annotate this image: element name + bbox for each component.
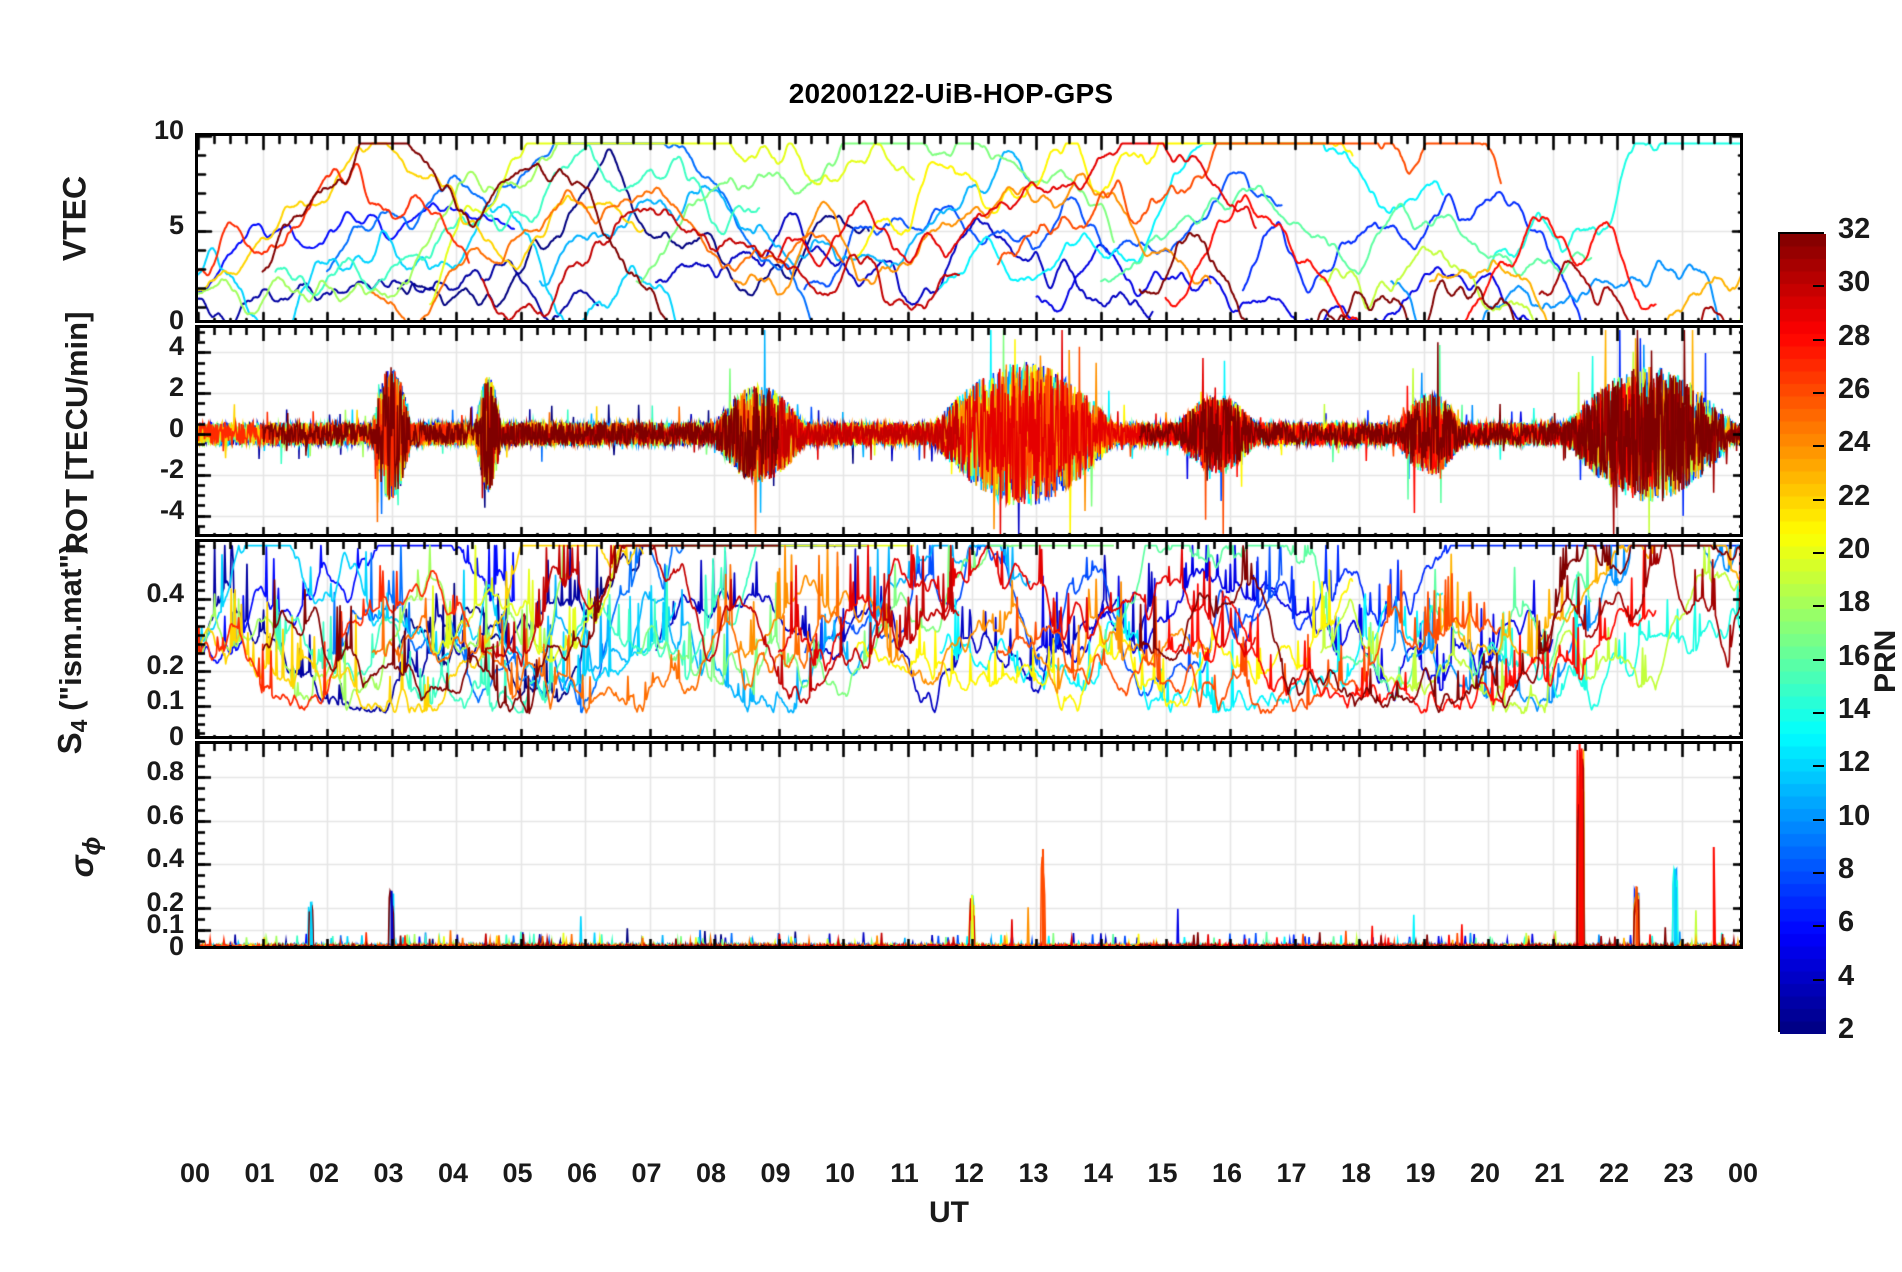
xtick-20: 20	[1469, 1158, 1501, 1188]
colorbar-tickmark	[1813, 445, 1824, 448]
colorbar-tickmark	[1813, 285, 1824, 288]
panel-vtec	[195, 133, 1743, 323]
ytick-sigma_phi-4: 0.6	[146, 799, 184, 830]
colorbar-label: PRN	[1869, 629, 1902, 693]
ytick-vtec-2: 10	[153, 115, 184, 145]
ylabel-vtec: VTEC	[56, 175, 93, 262]
ytick-sigma_phi-3: 0.4	[146, 843, 184, 874]
colorbar-tick-24: 24	[1838, 426, 1871, 459]
ytick-rot-3: 2	[168, 372, 184, 403]
colorbar-tickmark	[1813, 818, 1824, 821]
colorbar-tick-14: 14	[1838, 693, 1871, 725]
ytick-s4-0: 0	[168, 721, 184, 751]
colorbar-tickmark	[1813, 498, 1824, 501]
ytick-sigma_phi-2: 0.2	[146, 887, 184, 918]
xtick-15: 15	[1147, 1158, 1178, 1188]
xtick-8: 08	[695, 1158, 727, 1188]
ytick-vtec-1: 5	[168, 210, 184, 240]
xtick-10: 10	[824, 1158, 856, 1188]
xtick-23: 23	[1663, 1158, 1694, 1188]
figure-title: 20200122-UiB-HOP-GPS	[788, 78, 1114, 109]
ytick-rot-2: 0	[168, 413, 184, 443]
xtick-2: 02	[308, 1158, 340, 1188]
colorbar-tickmark	[1813, 552, 1824, 554]
ytick-s4-2: 0.2	[146, 649, 184, 680]
ytick-s4-3: 0.4	[146, 578, 184, 609]
panel-rot	[195, 325, 1743, 537]
colorbar-tick-12: 12	[1838, 746, 1871, 779]
colorbar-prn	[1778, 232, 1826, 1034]
colorbar-tickmark	[1813, 712, 1824, 714]
ytick-rot-1: -2	[159, 453, 184, 484]
colorbar-tick-26: 26	[1838, 373, 1871, 405]
colorbar-tickmark	[1813, 978, 1824, 981]
colorbar-tick-28: 28	[1838, 319, 1871, 352]
xtick-22: 22	[1598, 1158, 1630, 1188]
xtick-3: 03	[373, 1158, 404, 1188]
colorbar-tickmark	[1813, 392, 1824, 394]
xtick-11: 11	[890, 1158, 919, 1188]
colorbar-tick-6: 6	[1838, 906, 1855, 939]
ytick-s4-1: 0.1	[146, 685, 184, 716]
xtick-18: 18	[1340, 1158, 1372, 1188]
xtick-19: 19	[1405, 1158, 1436, 1188]
ytick-sigma_phi-0: 0	[168, 931, 184, 961]
colorbar-tick-20: 20	[1838, 533, 1871, 565]
ytick-rot-0: -4	[159, 494, 184, 525]
xaxis-label: UT	[929, 1196, 969, 1229]
colorbar-tickmark	[1813, 925, 1824, 928]
colorbar-tickmark	[1813, 658, 1824, 661]
colorbar-tickmark	[1813, 872, 1824, 874]
ytick-sigma_phi-1: 0.1	[146, 909, 184, 940]
panel-sigma-phi	[195, 741, 1743, 949]
xtick-6: 06	[566, 1158, 598, 1188]
xtick-21: 21	[1534, 1158, 1565, 1188]
colorbar-tickmark	[1813, 338, 1824, 341]
xtick-24: 00	[1727, 1158, 1759, 1188]
colorbar-tickmark	[1813, 765, 1824, 768]
colorbar-tickmark	[1813, 605, 1824, 608]
xtick-7: 07	[631, 1158, 662, 1188]
colorbar-tick-10: 10	[1838, 799, 1871, 832]
colorbar-tick-18: 18	[1838, 586, 1871, 619]
xtick-13: 13	[1018, 1158, 1049, 1188]
xtick-12: 12	[953, 1158, 985, 1188]
colorbar-tick-4: 4	[1838, 959, 1855, 992]
ytick-rot-4: 4	[168, 331, 184, 362]
colorbar-tick-32: 32	[1838, 213, 1871, 245]
ytick-sigma_phi-5: 0.8	[146, 755, 184, 786]
colorbar-tick-16: 16	[1838, 639, 1871, 672]
colorbar-tick-30: 30	[1838, 266, 1871, 299]
xtick-9: 09	[760, 1158, 791, 1188]
xtick-5: 05	[502, 1158, 533, 1188]
ylabel-s4: S4 ("ism.mat")	[51, 543, 92, 755]
xtick-16: 16	[1211, 1158, 1243, 1188]
xtick-14: 14	[1082, 1158, 1114, 1188]
xtick-17: 17	[1276, 1158, 1307, 1188]
colorbar-tick-22: 22	[1838, 479, 1871, 512]
xtick-0: 00	[179, 1158, 211, 1188]
colorbar-tick-2: 2	[1838, 1013, 1855, 1045]
xtick-4: 04	[437, 1158, 469, 1188]
colorbar-tick-8: 8	[1838, 853, 1855, 885]
ytick-vtec-0: 0	[168, 305, 184, 335]
xtick-1: 01	[244, 1158, 275, 1188]
panel-s4	[195, 539, 1743, 739]
